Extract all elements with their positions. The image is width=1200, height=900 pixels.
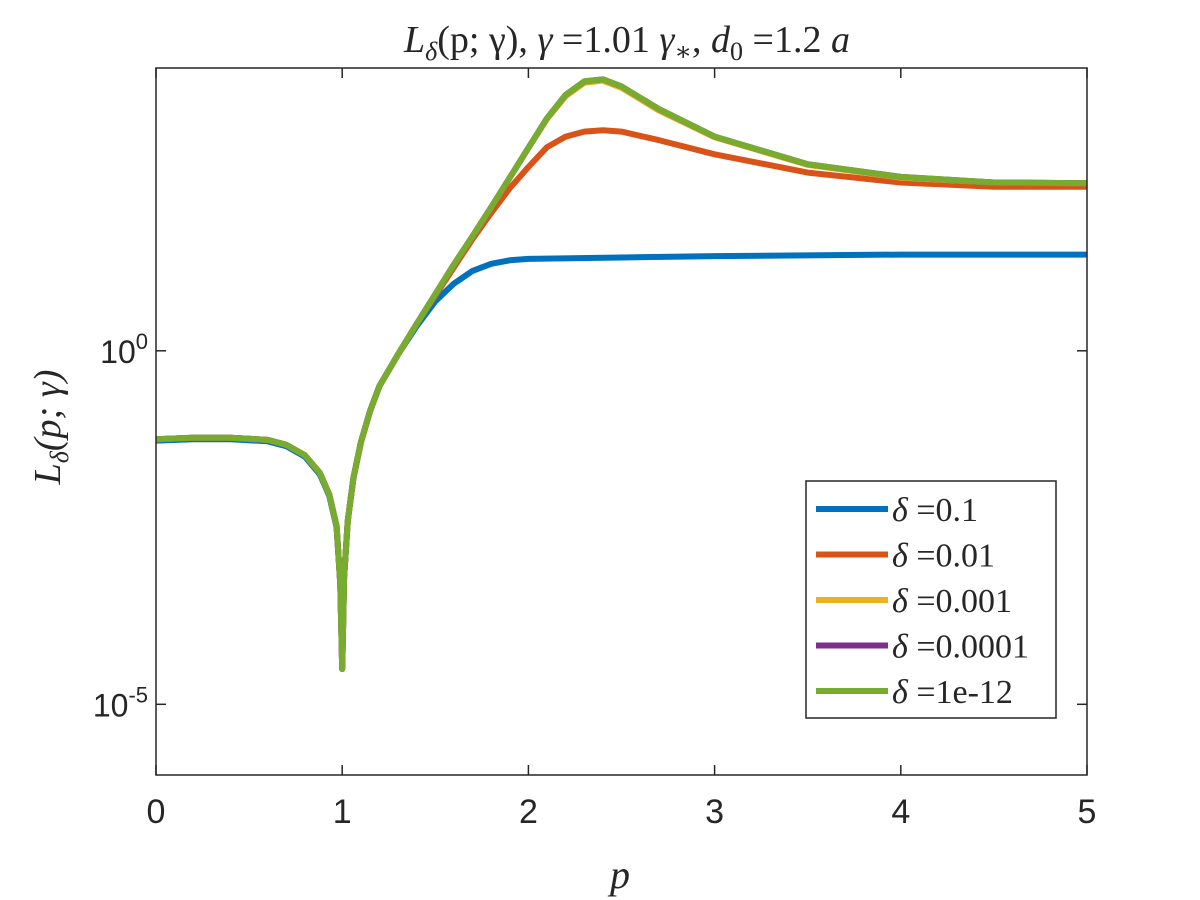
y-tick-label-0: 100 xyxy=(100,329,148,370)
y-axis-label: Lδ(p; γ) xyxy=(27,370,74,486)
x-tick-label-2: 2 xyxy=(519,793,538,831)
x-tick-label-1: 1 xyxy=(333,793,352,831)
y-tick-label-1: 10-5 xyxy=(93,682,148,723)
legend-label-1: δ =0.01 xyxy=(892,538,995,575)
legend-label-2: δ =0.001 xyxy=(892,583,1012,620)
x-axis-label: p xyxy=(607,852,630,897)
x-tick-label-3: 3 xyxy=(705,793,724,831)
x-tick-label-0: 0 xyxy=(147,793,166,831)
series-layer xyxy=(155,76,1088,672)
x-tick-label-4: 4 xyxy=(891,793,910,831)
x-tick-label-5: 5 xyxy=(1078,793,1097,831)
legend-label-3: δ =0.0001 xyxy=(892,629,1029,666)
chart-title: Lδ(p; γ), γ =1.01 γ∗, d0 =1.2 a xyxy=(403,19,850,66)
series-line-4 xyxy=(155,76,1088,672)
legend-label-0: δ =0.1 xyxy=(892,492,978,529)
legend: δ =0.1 δ =0.01 δ =0.001 δ =0.0001 δ =1e-12 xyxy=(805,480,1057,719)
legend-label-4: δ =1e-12 xyxy=(892,674,1013,711)
axes-layer: 0 1 2 3 4 5 100 10-5 xyxy=(93,67,1097,831)
plot-frame xyxy=(155,67,1088,776)
